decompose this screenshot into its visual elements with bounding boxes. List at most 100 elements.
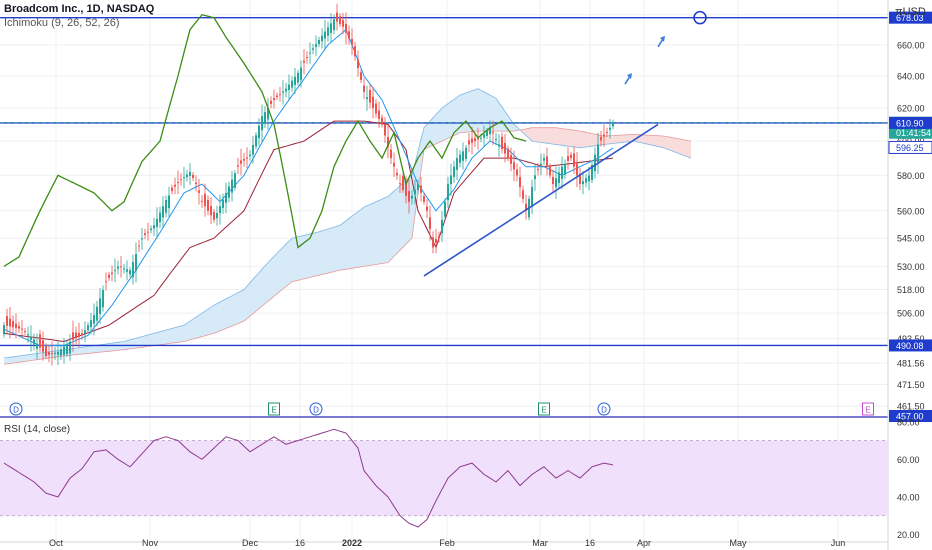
candle-body <box>546 156 548 167</box>
candle-body <box>411 195 413 199</box>
event-marker-label: E <box>865 406 870 415</box>
cloud-segment <box>589 132 592 147</box>
candle-body <box>96 306 98 321</box>
candle-body <box>243 159 245 161</box>
cloud-segment <box>151 333 154 346</box>
cloud-segment <box>337 225 340 271</box>
candle-body <box>501 136 503 149</box>
candle-body <box>519 176 521 188</box>
cloud-segment <box>499 102 502 132</box>
candle-body <box>588 175 590 182</box>
cloud-segment <box>583 131 586 148</box>
candle-body <box>378 110 380 119</box>
cloud-segment <box>670 137 673 152</box>
cloud-segment <box>484 91 487 132</box>
candle-body <box>117 266 119 269</box>
currency-code: USD <box>902 6 926 18</box>
candle-body <box>438 236 440 239</box>
cloud-segment <box>640 134 643 144</box>
candle-body <box>57 351 59 355</box>
ichimoku-lagging-span <box>3 13 527 267</box>
cloud-segment <box>172 327 175 344</box>
cloud-segment <box>247 282 250 319</box>
cloud-segment <box>265 262 268 304</box>
candle-body <box>612 122 614 127</box>
cloud-segment <box>316 231 319 276</box>
cloud-segment <box>418 139 421 193</box>
cloud-segment <box>355 211 358 268</box>
cloud-segment <box>376 200 379 265</box>
cloud-segment <box>451 99 454 137</box>
cloud-segment <box>574 130 577 148</box>
cloud-segment <box>250 279 253 317</box>
cloud-segment <box>646 135 649 145</box>
time-tick-label: 16 <box>585 538 595 548</box>
cloud-segment <box>364 205 367 267</box>
cloud-segment <box>319 230 322 276</box>
cloud-segment <box>34 353 37 361</box>
candle-body <box>591 164 593 181</box>
candle-body <box>45 346 47 356</box>
candle-body <box>9 318 11 327</box>
cloud-segment <box>661 135 664 148</box>
projection-arrow-head <box>660 35 665 42</box>
rsi-legend[interactable]: RSI (14, close) <box>4 424 71 435</box>
cloud-segment <box>181 325 184 342</box>
cloud-segment <box>106 343 109 352</box>
cloud-segment <box>490 95 493 132</box>
cloud-segment <box>532 127 535 142</box>
candle-body <box>135 254 137 271</box>
dividend-marker <box>597 402 611 416</box>
rsi-tick-label: 20.00 <box>897 530 920 540</box>
cloud-segment <box>115 342 118 351</box>
cloud-segment <box>97 344 100 353</box>
candle-body <box>459 154 461 163</box>
cloud-segment <box>673 137 676 153</box>
cloud-segment <box>208 307 211 335</box>
candle-body <box>273 98 275 100</box>
candle-body <box>429 217 431 229</box>
currency-label[interactable]: πUSD <box>895 6 926 18</box>
cloud-segment <box>664 136 667 149</box>
cloud-segment <box>160 330 163 345</box>
price-tick-label: 461.50 <box>897 402 925 412</box>
time-tick-label: Nov <box>142 538 159 548</box>
candle-body <box>60 349 62 356</box>
candle-body <box>87 325 89 331</box>
cloud-segment <box>388 193 391 263</box>
cloud-segment <box>685 140 688 157</box>
candle-body <box>183 177 185 179</box>
cloud-segment <box>604 135 607 145</box>
cloud-segment <box>235 292 238 325</box>
candle-body <box>180 179 182 181</box>
cloud-segment <box>481 90 484 132</box>
candle-body <box>390 149 392 159</box>
cloud-segment <box>37 353 40 360</box>
cloud-segment <box>385 196 388 263</box>
candle-body <box>348 31 350 39</box>
price-badge-label: 490.08 <box>896 341 924 351</box>
cloud-segment <box>394 188 397 257</box>
cloud-segment <box>148 334 151 347</box>
candle-body <box>12 321 14 328</box>
cloud-segment <box>559 128 562 146</box>
candle-body <box>561 166 563 179</box>
symbol-title[interactable]: Broadcom Inc., 1D, NASDAQ <box>4 3 155 15</box>
ichimoku-legend[interactable]: Ichimoku (9, 26, 52, 26) <box>4 17 120 29</box>
cloud-segment <box>88 346 91 354</box>
price-tick-label: 545.00 <box>897 234 925 244</box>
cloud-segment <box>448 101 451 139</box>
cloud-segment <box>325 229 328 274</box>
candle-body <box>24 331 26 333</box>
candle-body <box>84 330 86 334</box>
candle-body <box>498 144 500 147</box>
candle-body <box>261 116 263 131</box>
candle-body <box>495 138 497 140</box>
cloud-segment <box>241 289 244 323</box>
cloud-segment <box>562 128 565 146</box>
cloud-segment <box>229 295 232 328</box>
candle-body <box>360 72 362 80</box>
candle-body <box>312 48 314 50</box>
cloud-segment <box>667 136 670 151</box>
